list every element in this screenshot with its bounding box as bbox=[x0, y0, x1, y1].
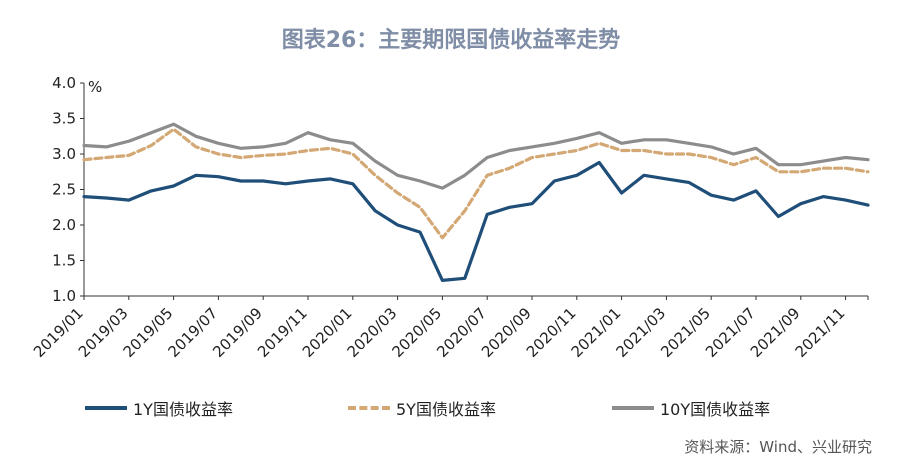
chart-legend: 1Y国债收益率 5Y国债收益率 10Y国债收益率 bbox=[0, 396, 902, 426]
y-unit-label: % bbox=[88, 78, 102, 96]
x-tick-label: 2021/11 bbox=[792, 304, 849, 361]
chart-title: 图表26：主要期限国债收益率走势 bbox=[281, 28, 621, 53]
legend-label-5y: 5Y国债收益率 bbox=[396, 400, 496, 419]
y-tick-label: 4.0 bbox=[52, 74, 76, 92]
legend-label-1y: 1Y国债收益率 bbox=[133, 400, 233, 419]
legend-swatch-1y bbox=[85, 406, 127, 410]
series-line-5y bbox=[82, 127, 870, 240]
y-tick-label: 2.0 bbox=[52, 216, 76, 234]
line-chart: 1.01.52.02.53.03.54.0 %2019/012019/032019… bbox=[30, 74, 870, 361]
legend-item-10y: 10Y国债收益率 bbox=[612, 396, 770, 420]
legend-label-10y: 10Y国债收益率 bbox=[660, 400, 771, 419]
series-line-10y bbox=[82, 122, 870, 190]
legend-swatch-5y bbox=[348, 406, 390, 410]
y-tick-label: 3.5 bbox=[52, 110, 76, 128]
source-note: 资料来源：Wind、兴业研究 bbox=[684, 438, 872, 456]
y-tick-label: 2.5 bbox=[52, 181, 76, 199]
legend-item-5y: 5Y国债收益率 bbox=[348, 396, 496, 420]
legend-swatch-10y bbox=[612, 406, 654, 410]
y-tick-label: 3.0 bbox=[52, 145, 76, 163]
y-tick-label: 1.0 bbox=[52, 287, 76, 305]
y-tick-label: 1.5 bbox=[52, 252, 76, 270]
series-line-1y bbox=[82, 160, 870, 282]
legend-item-1y: 1Y国债收益率 bbox=[85, 396, 233, 420]
